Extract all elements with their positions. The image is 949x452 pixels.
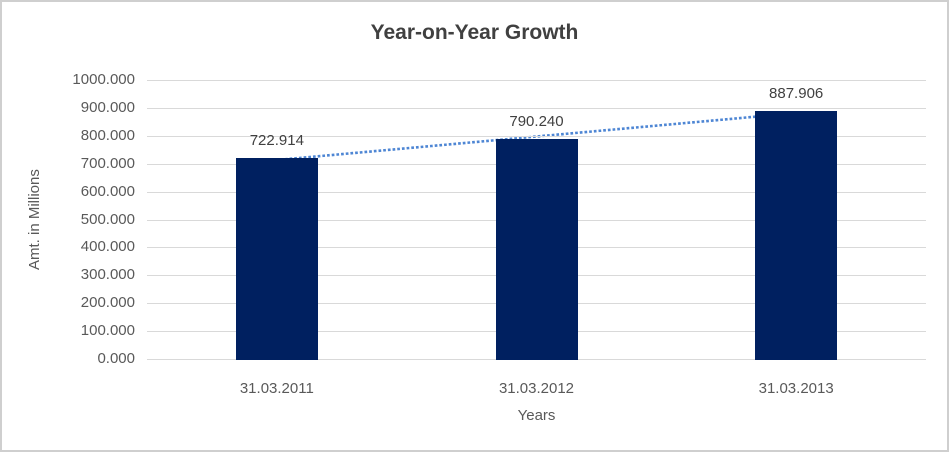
x-category-label: 31.03.2012 <box>498 380 575 397</box>
gridline <box>147 136 926 137</box>
x-category-label: 31.03.2013 <box>758 380 834 397</box>
plot-area: 722.914 790.240 887.906 <box>147 80 926 360</box>
bar-value-label: 790.240 <box>509 113 564 130</box>
x-category-label: 31.03.2011 <box>239 380 314 397</box>
bar-value-label: 722.914 <box>249 132 304 149</box>
bar <box>755 111 838 360</box>
y-tick-label: 1000.000 <box>72 71 135 88</box>
y-tick-label: 400.000 <box>80 238 135 255</box>
y-tick-label: 800.000 <box>80 127 135 144</box>
gridline <box>147 108 926 109</box>
bar-value-label: 887.906 <box>769 85 824 102</box>
y-tick-label: 100.000 <box>80 322 135 339</box>
x-axis-title: Years <box>517 407 556 424</box>
x-axis-ticks: 31.03.2011 31.03.2012 31.03.2013 <box>147 379 926 399</box>
bar <box>495 139 578 360</box>
y-tick-label: 0.000 <box>97 350 135 367</box>
gridline <box>147 80 926 81</box>
y-tick-label: 900.000 <box>80 99 135 116</box>
y-tick-label: 600.000 <box>80 183 135 200</box>
y-axis-ticks: 1000.000 900.000 800.000 700.000 600.000 500.… <box>2 71 135 367</box>
y-tick-label: 300.000 <box>80 266 135 283</box>
y-tick-label: 200.000 <box>80 294 135 311</box>
y-tick-label: 700.000 <box>80 155 135 172</box>
chart-title: Year-on-Year Growth <box>370 21 579 44</box>
y-tick-label: 500.000 <box>80 211 135 228</box>
bar <box>235 158 318 360</box>
